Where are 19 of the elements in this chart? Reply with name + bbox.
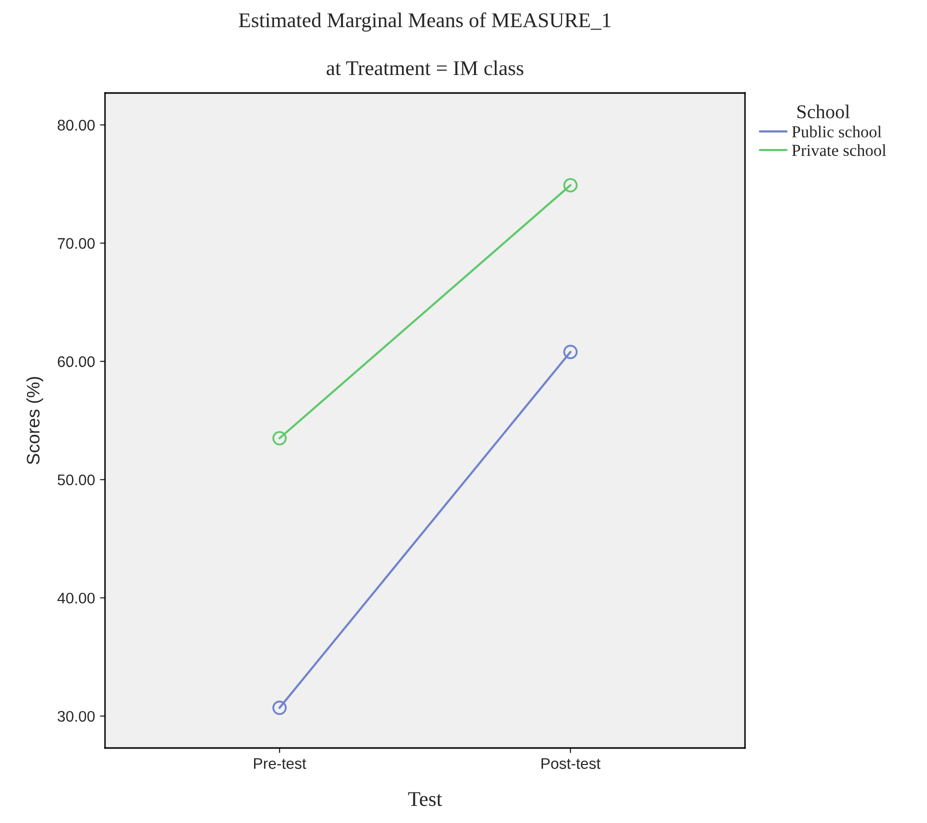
y-tick-label: 50.00 xyxy=(58,474,95,486)
x-tick-label: Pre-test xyxy=(254,758,306,769)
y-tick-label: 80.00 xyxy=(58,120,95,131)
x-axis-title: Test xyxy=(408,792,442,806)
y-tick-label: 70.00 xyxy=(58,238,95,249)
point xyxy=(272,431,287,446)
x-tick-label: Post-test xyxy=(542,758,600,769)
chart-subtitle: at Treatment = IM class xyxy=(326,60,524,76)
legend-title: School xyxy=(797,104,850,118)
chart-title: Estimated Marginal Means of MEASURE_1 xyxy=(238,12,610,32)
y-tick-label: 40.00 xyxy=(57,592,95,604)
legend-label: Public school xyxy=(792,126,882,138)
y-axis-title: Scores (%) xyxy=(26,376,44,464)
point xyxy=(272,700,287,715)
y-tick-label: 30.00 xyxy=(58,710,95,722)
point xyxy=(563,344,578,360)
legend-label: Private school xyxy=(792,144,886,156)
y-tick-label: 60.00 xyxy=(58,356,95,368)
point xyxy=(563,178,578,192)
